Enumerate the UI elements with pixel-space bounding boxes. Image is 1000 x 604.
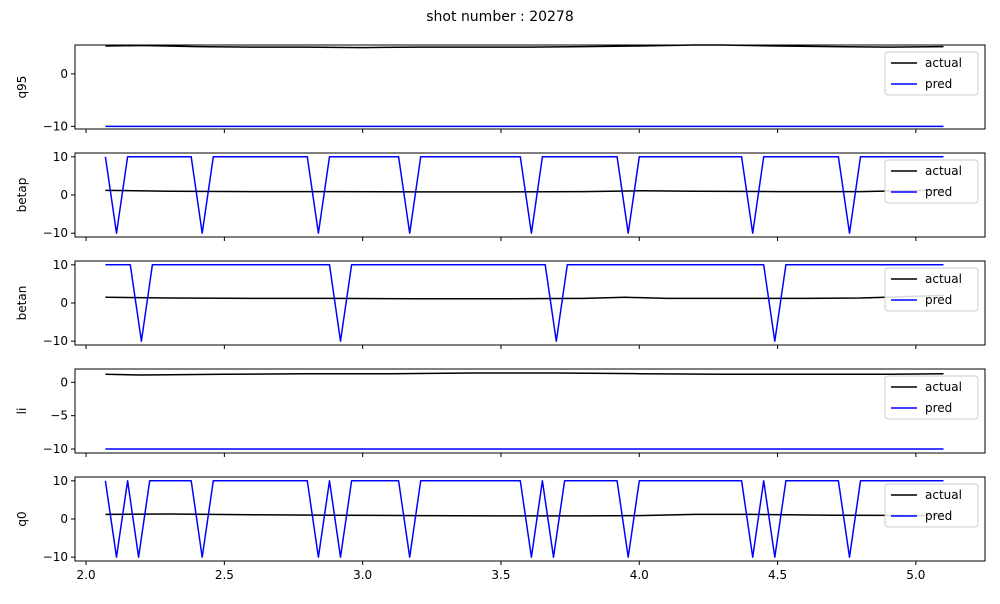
legend-label-pred: pred (925, 509, 952, 523)
legend: actual pred (884, 159, 979, 204)
x-tick-label: 2.0 (77, 568, 96, 582)
legend-label-actual: actual (925, 272, 962, 286)
legend: actual pred (884, 483, 979, 528)
y-tick-label: 0 (60, 512, 68, 526)
y-tick-label: −5 (50, 409, 68, 423)
series-line-actual (105, 189, 944, 193)
y-tick-label: 10 (53, 258, 68, 272)
y-tick-label: −10 (43, 119, 68, 133)
series-line-actual (105, 372, 944, 376)
y-tick-label: 0 (60, 67, 68, 81)
y-tick-label: −10 (43, 226, 68, 240)
subplot-q95: −10 0 q95 actual pred (15, 44, 986, 133)
legend: actual pred (884, 375, 979, 420)
x-tick-label: 3.0 (353, 568, 372, 582)
legend-label-actual: actual (925, 56, 962, 70)
y-tick-label: −10 (43, 442, 68, 456)
legend-label-actual: actual (925, 164, 962, 178)
y-tick-label: 0 (60, 375, 68, 389)
legend-label-pred: pred (925, 77, 952, 91)
y-tick-label: 0 (60, 296, 68, 310)
legend: actual pred (884, 267, 979, 312)
legend-label-pred: pred (925, 293, 952, 307)
legend-label-pred: pred (925, 185, 952, 199)
x-tick-label: 2.5 (215, 568, 234, 582)
legend-label-pred: pred (925, 401, 952, 415)
y-tick-label: 0 (60, 188, 68, 202)
y-axis-label: betap (15, 178, 29, 213)
series-line-actual (105, 44, 944, 49)
subplot-betan: −10 0 10 betan actual pred (15, 258, 986, 349)
y-axis-label: q95 (15, 76, 29, 99)
legend: actual pred (884, 51, 979, 96)
y-tick-label: −10 (43, 334, 68, 348)
series-line-pred (104, 480, 944, 558)
legend-label-actual: actual (925, 380, 962, 394)
x-tick-label: 5.0 (906, 568, 925, 582)
y-axis-label: betan (15, 286, 29, 321)
x-tick-label: 4.5 (768, 568, 787, 582)
y-tick-label: −10 (43, 550, 68, 564)
subplot-q0: −10 0 10 2.0 2.5 3.0 3.5 4.0 4.5 5.0 q0 actual pred (15, 474, 986, 582)
subplot-li: −10 −5 0 li actual pred (15, 368, 986, 457)
y-tick-label: 10 (53, 474, 68, 488)
subplot-betap: −10 0 10 betap actual pred (15, 150, 986, 241)
legend-label-actual: actual (925, 488, 962, 502)
figure-title: shot number : 20278 (426, 9, 574, 25)
axes-frame (74, 44, 986, 130)
axes-frame (74, 260, 986, 346)
y-tick-label: 10 (53, 150, 68, 164)
series-line-actual (105, 513, 944, 517)
series-line-actual (105, 294, 944, 300)
y-axis-label: q0 (15, 511, 29, 526)
x-tick-label: 4.0 (630, 568, 649, 582)
series-line-pred (105, 264, 944, 342)
y-axis-label: li (15, 408, 29, 415)
series-line-pred (104, 156, 944, 234)
axes-frame (74, 368, 986, 454)
x-tick-label: 3.5 (491, 568, 510, 582)
